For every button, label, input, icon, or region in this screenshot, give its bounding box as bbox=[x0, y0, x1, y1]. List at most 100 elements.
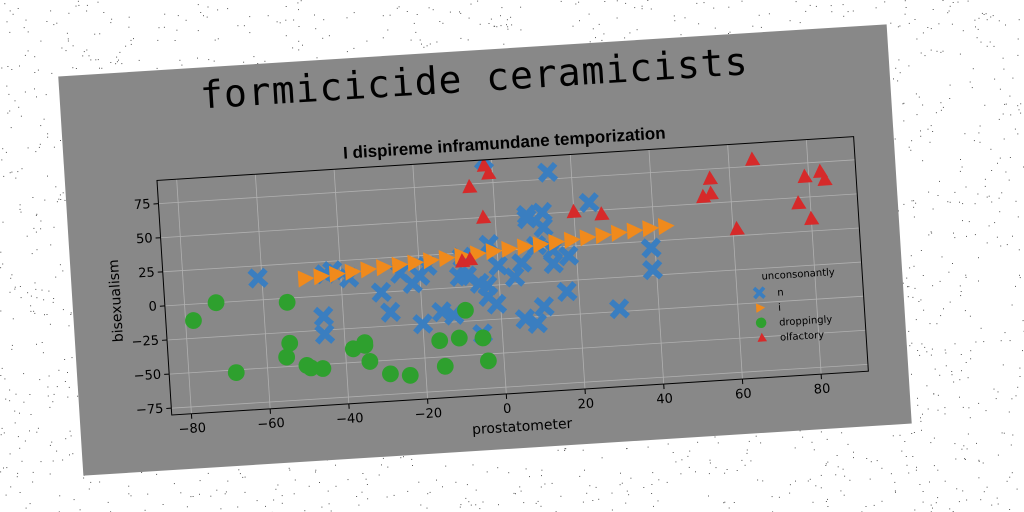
data-point-droppingly bbox=[185, 312, 202, 329]
x-tick-label: −80 bbox=[178, 421, 206, 438]
x-tick-label: 80 bbox=[813, 382, 830, 398]
grid-line-x bbox=[412, 164, 428, 399]
data-point-droppingly bbox=[227, 364, 245, 382]
grid-line-y bbox=[169, 329, 866, 375]
x-axis-label: prostatometer bbox=[472, 416, 573, 438]
y-tick-label: 0 bbox=[148, 299, 157, 314]
data-point-i bbox=[485, 243, 503, 261]
data-point-olfactory bbox=[462, 251, 479, 266]
grid-line-x bbox=[254, 174, 271, 409]
grid-line-x bbox=[333, 169, 350, 404]
legend-label: i bbox=[778, 303, 781, 314]
data-point-olfactory bbox=[566, 203, 582, 219]
data-point-olfactory bbox=[476, 157, 492, 172]
data-point-i bbox=[297, 270, 315, 288]
data-point-n bbox=[537, 161, 559, 183]
data-point-droppingly bbox=[278, 348, 296, 366]
data-point-n bbox=[516, 208, 538, 230]
legend-marker-olfactory bbox=[757, 332, 768, 342]
data-point-n bbox=[313, 305, 335, 327]
grid-line-y bbox=[171, 363, 868, 409]
y-tick-label: −50 bbox=[133, 368, 161, 385]
data-point-n bbox=[533, 296, 555, 318]
data-point-n bbox=[486, 293, 508, 315]
grid-line-x bbox=[176, 179, 192, 414]
y-tick-label: 50 bbox=[136, 231, 153, 247]
data-point-olfactory bbox=[481, 165, 497, 180]
data-point-i bbox=[642, 220, 659, 238]
scatter-chart: I dispireme inframundane temporization −8… bbox=[106, 115, 869, 438]
data-point-droppingly bbox=[207, 294, 225, 312]
data-point-n bbox=[532, 216, 554, 238]
figure-card: formicicide ceramicists I dispireme infr… bbox=[58, 24, 912, 476]
data-point-olfactory bbox=[703, 185, 719, 200]
legend-marker-droppingly bbox=[755, 317, 767, 329]
y-tick-label: 25 bbox=[138, 265, 155, 281]
data-point-n bbox=[558, 245, 580, 267]
legend-marker-i bbox=[755, 303, 766, 313]
data-point-i bbox=[501, 240, 518, 258]
y-tick-label: 75 bbox=[134, 197, 151, 213]
legend-marker-n bbox=[752, 286, 766, 300]
grid-line-x bbox=[491, 159, 507, 394]
data-point-droppingly bbox=[278, 293, 296, 311]
data-point-n bbox=[642, 259, 664, 281]
data-point-droppingly bbox=[356, 334, 374, 352]
data-point-i bbox=[422, 252, 440, 270]
data-point-olfactory bbox=[801, 115, 817, 130]
data-point-i bbox=[391, 256, 409, 274]
data-point-n bbox=[380, 301, 401, 323]
data-point-olfactory bbox=[797, 168, 813, 184]
data-point-droppingly bbox=[361, 353, 379, 370]
data-point-olfactory bbox=[804, 210, 820, 226]
y-tick-label: −25 bbox=[131, 334, 159, 351]
x-tick-label: 40 bbox=[656, 392, 673, 408]
x-tick-label: 60 bbox=[735, 387, 752, 403]
data-point-i bbox=[516, 238, 534, 256]
data-point-i bbox=[469, 245, 487, 263]
data-point-i bbox=[407, 254, 425, 272]
grid-line-y bbox=[160, 193, 858, 239]
data-point-olfactory bbox=[729, 220, 745, 236]
data-point-i bbox=[532, 236, 550, 254]
data-point-i bbox=[438, 250, 456, 268]
data-point-droppingly bbox=[450, 329, 468, 347]
plot-area bbox=[185, 115, 833, 384]
data-point-droppingly bbox=[314, 360, 332, 377]
data-point-i bbox=[375, 259, 393, 277]
legend-label: olfactory bbox=[780, 330, 825, 344]
data-point-n bbox=[412, 313, 434, 335]
data-point-droppingly bbox=[382, 365, 399, 383]
plot-frame bbox=[156, 136, 869, 416]
legend-label: n bbox=[777, 287, 784, 298]
data-point-olfactory bbox=[791, 195, 807, 210]
data-point-i bbox=[329, 265, 346, 283]
data-point-droppingly bbox=[457, 301, 474, 319]
data-point-n bbox=[608, 298, 630, 320]
data-point-n bbox=[640, 237, 662, 259]
data-point-i bbox=[344, 263, 362, 281]
data-point-i bbox=[579, 229, 597, 247]
data-point-n bbox=[578, 192, 600, 214]
data-point-n bbox=[487, 255, 509, 277]
data-point-i bbox=[548, 233, 565, 251]
data-point-olfactory bbox=[702, 170, 719, 185]
data-point-droppingly bbox=[281, 334, 299, 352]
chart-title: I dispireme inframundane temporization bbox=[343, 123, 667, 162]
data-point-i bbox=[610, 224, 628, 242]
data-point-droppingly bbox=[474, 329, 492, 347]
data-point-olfactory bbox=[817, 171, 833, 186]
data-point-droppingly bbox=[431, 332, 449, 350]
data-point-n bbox=[531, 201, 553, 223]
grid-line-y bbox=[158, 159, 856, 205]
data-point-i bbox=[595, 227, 612, 245]
data-point-droppingly bbox=[479, 352, 497, 370]
data-point-olfactory bbox=[745, 151, 761, 166]
data-point-n bbox=[247, 267, 269, 289]
data-point-olfactory bbox=[462, 178, 478, 194]
data-point-n bbox=[370, 281, 392, 303]
data-point-n bbox=[514, 308, 536, 330]
x-tick-label: −40 bbox=[336, 411, 364, 428]
data-point-n bbox=[504, 266, 526, 288]
